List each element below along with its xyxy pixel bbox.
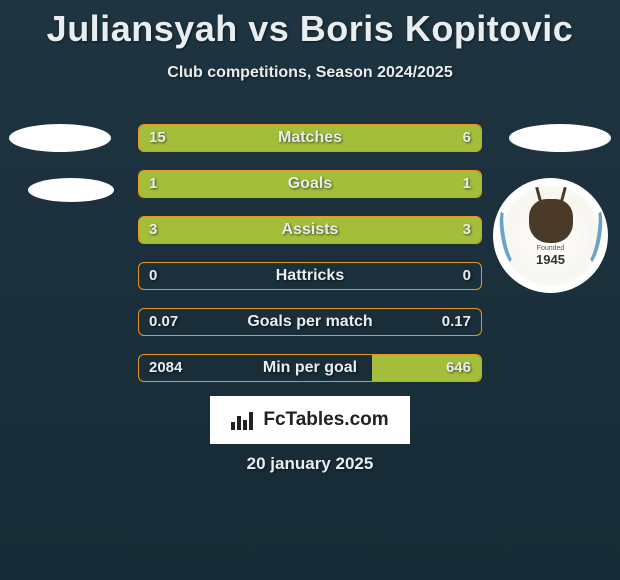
club-left-logo-placeholder [28, 178, 114, 202]
bar-right [372, 355, 481, 381]
deer-icon [529, 199, 573, 243]
bar-left [139, 217, 310, 243]
stat-row-hattricks: 0 Hattricks 0 [138, 262, 482, 290]
bar-left [139, 125, 372, 151]
stat-row-min-per-goal: 2084 Min per goal 646 [138, 354, 482, 382]
badge-year: 1945 [536, 252, 565, 267]
badge-founded-label: Founded [537, 245, 565, 252]
stat-row-goals: 1 Goals 1 [138, 170, 482, 198]
stat-row-assists: 3 Assists 3 [138, 216, 482, 244]
stat-row-goals-per-match: 0.07 Goals per match 0.17 [138, 308, 482, 336]
bar-right [310, 217, 481, 243]
bar-right [372, 125, 481, 151]
player-left-avatar-placeholder [9, 124, 111, 152]
brand-watermark: FcTables.com [210, 396, 410, 444]
date-label: 20 january 2025 [0, 454, 620, 474]
page-title: Juliansyah vs Boris Kopitovic [0, 0, 620, 50]
club-right-badge: Founded 1945 [493, 178, 608, 293]
stat-row-matches: 15 Matches 6 [138, 124, 482, 152]
bar-right [310, 171, 481, 197]
bar-left [139, 171, 310, 197]
brand-text: FcTables.com [263, 409, 388, 431]
chart-icon [231, 410, 257, 430]
subtitle: Club competitions, Season 2024/2025 [0, 64, 620, 82]
player-right-avatar-placeholder [509, 124, 611, 152]
stats-container: 15 Matches 6 1 Goals 1 3 Assists 3 0 Hat… [138, 124, 482, 400]
